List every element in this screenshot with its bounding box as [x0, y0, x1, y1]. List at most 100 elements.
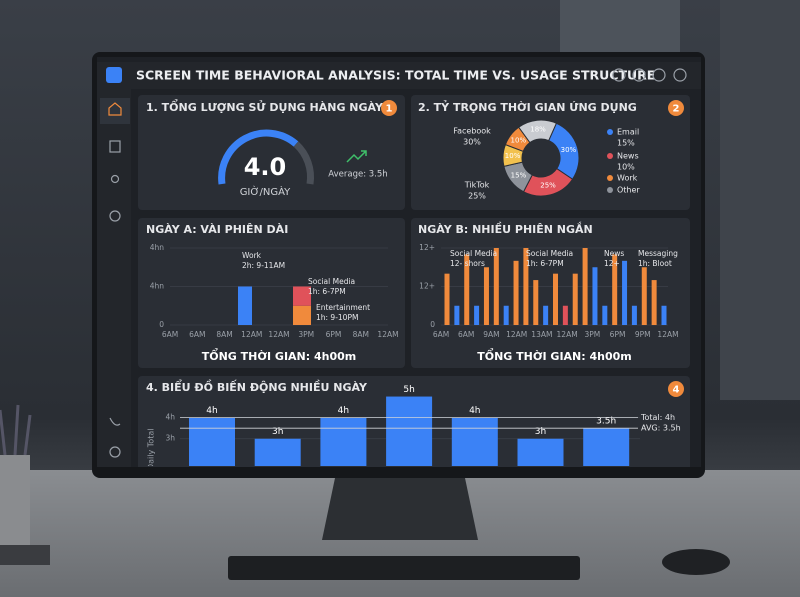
legend-label: News	[617, 152, 639, 161]
total: TỔNG THỜI GIAN: 4h00m	[477, 348, 631, 363]
panel-day-b	[411, 218, 690, 368]
title-bar	[97, 62, 701, 89]
badge-number: 2	[673, 104, 680, 115]
average: Average: 3.5h	[328, 170, 387, 180]
legend-share: 15%	[617, 139, 635, 148]
x-tick-label: 6AM	[189, 330, 205, 339]
annotation-detail: 1h: 6-7PM	[308, 287, 346, 296]
multi-day-chart: Daily Total 3h 4h 4h 3h 4h 5h 4h 3h 3.5h Total: 4h…	[147, 385, 681, 466]
books	[0, 545, 50, 565]
value-label: 3h	[535, 427, 546, 437]
nav-help[interactable]	[109, 446, 121, 458]
panel-title: NGÀY B: NHIỀU PHIÊN NGẮN	[418, 221, 593, 236]
gauge-fill	[218, 129, 299, 185]
x-tick-label: 6AM	[162, 330, 178, 339]
annotation-detail: 12- shors	[450, 259, 485, 268]
x-tick-label: 12AM	[241, 330, 262, 339]
display-button[interactable]	[632, 68, 646, 82]
x-tick-label: 13AM	[531, 330, 552, 339]
x-tick-label: 3PM	[584, 330, 600, 339]
y-tick-label: 3h	[165, 434, 175, 443]
outer-label: TikTok	[464, 181, 490, 190]
plant	[0, 404, 32, 456]
badge-number: 4	[673, 385, 680, 396]
gauge-track	[293, 141, 315, 185]
day-bar	[386, 396, 433, 466]
nav-reports[interactable]	[109, 140, 121, 153]
session-bar	[493, 248, 499, 325]
x-tick-label: 6PM	[610, 330, 626, 339]
session-bar	[641, 267, 647, 325]
x-tick-label: 12AM	[377, 330, 398, 339]
day-bar	[517, 438, 564, 466]
session-bar	[543, 305, 549, 325]
badge	[668, 100, 684, 116]
annotation-detail: 12+	[604, 259, 620, 268]
keyboard	[228, 556, 580, 580]
session-bar	[444, 273, 450, 325]
panel-app-share	[411, 95, 690, 210]
annotation-name: News	[604, 249, 624, 258]
sidebar	[97, 89, 131, 467]
wall	[720, 0, 800, 400]
annotation-name: Entertainment	[316, 303, 370, 312]
y-tick-label: 4hn	[150, 243, 165, 252]
y-tick-label: 12+	[419, 282, 435, 291]
app-logo	[106, 67, 122, 83]
annotation-name: Work	[242, 251, 262, 260]
panel-daily-total	[138, 95, 405, 210]
x-tick-label: 6AM	[433, 330, 449, 339]
outer-label: Facebook	[453, 127, 491, 136]
trend-arrow	[346, 150, 367, 163]
panel-title: NGÀY A: VÀI PHIÊN DÀI	[146, 223, 288, 236]
badge	[668, 381, 684, 397]
mouse	[662, 549, 730, 575]
legend-label: Work	[617, 174, 638, 183]
annotation-name: Social Media	[450, 249, 497, 258]
session-bar	[582, 248, 588, 325]
nav-phone[interactable]	[109, 417, 121, 426]
donut-slice	[504, 126, 531, 152]
annotation-detail: 1h: Bloot	[638, 259, 672, 268]
day-bar	[254, 438, 301, 466]
session-bar	[454, 305, 460, 325]
x-tick-label: 9PM	[635, 330, 651, 339]
outer-share: 30%	[463, 138, 481, 147]
panel-day-a	[138, 218, 405, 368]
session-bar	[483, 267, 489, 325]
badge-number: 1	[386, 104, 393, 115]
y-tick-label: 4hn	[150, 282, 165, 291]
value-label: 4h	[469, 406, 480, 416]
x-tick-label: 12AM	[657, 330, 678, 339]
day-bar	[320, 417, 367, 466]
legend-swatch	[607, 129, 613, 135]
value-label: 5h	[403, 385, 414, 395]
x-tick-label: 12AM	[506, 330, 527, 339]
annotation-name: Social Media	[308, 277, 355, 286]
notification-button[interactable]	[652, 68, 666, 82]
session-bar	[631, 305, 637, 325]
badge	[381, 100, 397, 116]
nav-home[interactable]	[108, 102, 122, 116]
legend-share: 10%	[617, 163, 635, 172]
session-bar	[622, 260, 628, 325]
x-tick-label: 12AM	[268, 330, 289, 339]
y-tick-label: 12+	[419, 243, 435, 252]
nav-settings[interactable]	[109, 210, 121, 222]
annotation-name: Social Media	[526, 249, 573, 258]
slice-label: 18%	[530, 126, 546, 134]
x-tick-label: 9AM	[483, 330, 499, 339]
window-title: SCREEN TIME BEHAVIORAL ANALYSIS: TOTAL T…	[136, 68, 655, 83]
session-bar	[533, 280, 539, 325]
close-button[interactable]	[673, 68, 687, 82]
legend-swatch	[607, 175, 613, 181]
y-tick-label: 0	[159, 320, 164, 329]
nav-profile[interactable]	[110, 174, 120, 184]
session-bar	[661, 305, 667, 325]
content: 1. TỔNG LƯỢNG SỬ DỤNG HÀNG NGÀY 2. TỶ TRỌ…	[146, 99, 684, 397]
annotation-detail: 2h: 9-11AM	[242, 261, 285, 270]
settings-button[interactable]	[612, 68, 626, 82]
x-tick-label: 6PM	[326, 330, 342, 339]
legend-label: Email	[617, 128, 639, 137]
